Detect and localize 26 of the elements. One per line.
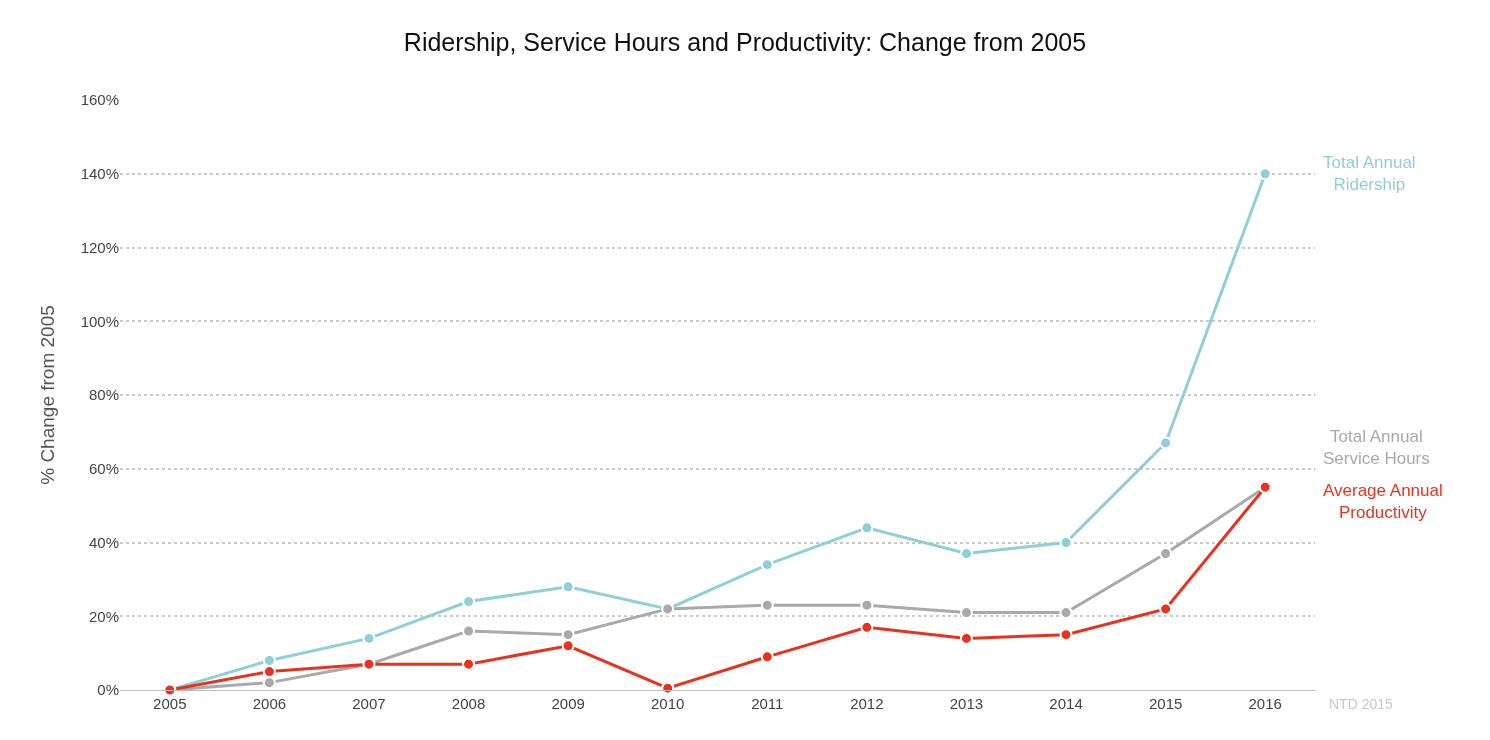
x-tick-label: 2008 (451, 695, 486, 712)
y-tick-label: 120% (80, 238, 119, 256)
x-tick-label: 2005 (153, 695, 187, 712)
y-tick-label: 40% (88, 533, 119, 551)
y-tick-label: 20% (88, 607, 119, 625)
y-tick-label: 0% (97, 681, 119, 699)
chart-title: Ridership, Service Hours and Productivity: Change from 2005 (403, 27, 1087, 56)
text: Average Annual Productivity (1323, 481, 1443, 523)
x-tick-label: 2013 (949, 695, 984, 712)
text: Total Annual Service Hours (1323, 427, 1430, 469)
y-axis-title: % Change from 2005 (37, 305, 59, 485)
x-tick-label: 2011 (751, 695, 784, 712)
x-tick-label: 2006 (252, 695, 287, 712)
x-tick-label: 2014 (1049, 695, 1083, 712)
y-tick-label: 140% (80, 165, 119, 182)
y-tick-label: 60% (88, 460, 119, 477)
x-tick-label: 2010 (651, 695, 685, 712)
x-tick-label: 2015 (1148, 695, 1183, 712)
x-tick-label: 2007 (352, 695, 386, 712)
y-tick-label: 160% (80, 91, 119, 109)
x-tick-label: 2009 (551, 695, 585, 712)
x-tick-label: 2016 (1248, 695, 1282, 712)
x-tick-label: 2012 (850, 695, 884, 712)
text: Total Annual Ridership (1323, 153, 1416, 195)
y-tick-label: 100% (80, 312, 119, 330)
y-tick-label: 80% (88, 386, 119, 404)
